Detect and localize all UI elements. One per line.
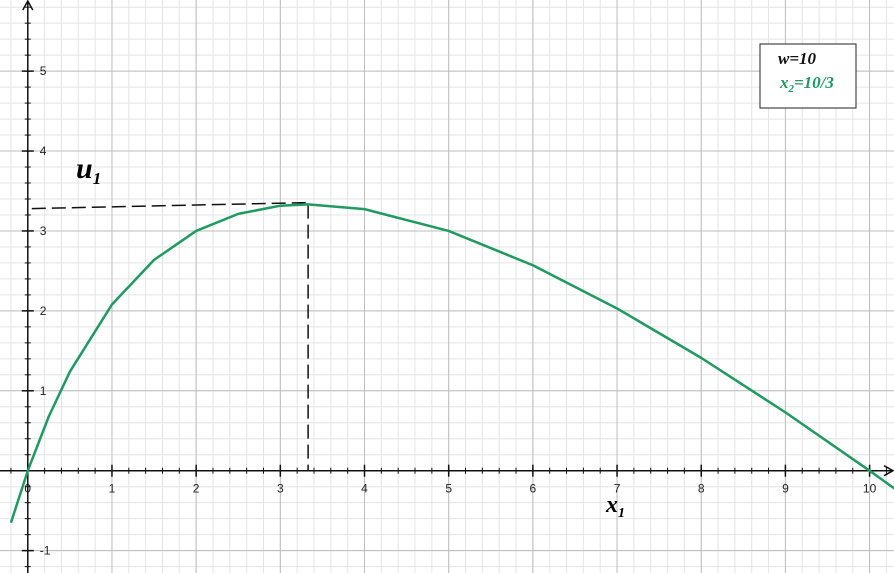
legend-text: x2=10/3	[779, 73, 834, 95]
y-tick-label: 5	[40, 64, 47, 78]
legend-box	[759, 43, 857, 109]
x-tick-label: 4	[361, 482, 368, 496]
x-tick-label: 10	[863, 482, 877, 496]
x-tick-label: 8	[698, 482, 705, 496]
x-tick-label: 3	[277, 482, 284, 496]
x-tick-label: 0	[24, 482, 31, 496]
y-label: u1	[76, 152, 101, 188]
x-tick-label: 6	[530, 482, 537, 496]
y-tick-label: 3	[40, 224, 47, 238]
y-tick-label: 1	[40, 384, 47, 398]
y-tick-label: 2	[40, 304, 47, 318]
legend-text: w=10	[778, 49, 817, 68]
y-arrow	[22, 0, 34, 11]
guide-horizontal	[31, 201, 309, 210]
x-arrow	[883, 465, 894, 477]
curve	[9, 203, 894, 524]
x-tick-label: 9	[782, 482, 789, 496]
x-tick-label: 1	[109, 482, 116, 496]
y-tick-label: -1	[40, 544, 51, 558]
x-label: x1	[605, 492, 625, 521]
x-tick-label: 7	[614, 482, 621, 496]
y-tick-label: 4	[40, 144, 47, 158]
x-tick-label: 5	[445, 482, 452, 496]
x-tick-label: 2	[193, 482, 200, 496]
